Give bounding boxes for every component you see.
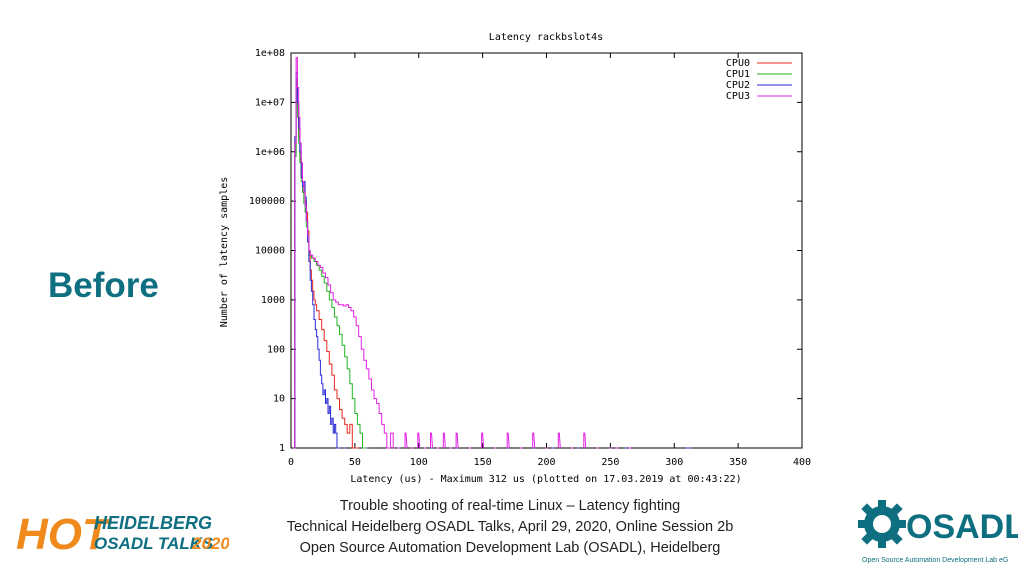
gear-icon xyxy=(858,500,906,548)
legend-label-cpu2: CPU2 xyxy=(726,80,750,91)
y-tick-label: 1e+06 xyxy=(255,147,285,158)
footer-line-2: Technical Heidelberg OSADL Talks, April … xyxy=(286,519,734,535)
x-tick-label: 400 xyxy=(793,457,811,468)
x-tick-label: 300 xyxy=(665,457,683,468)
x-tick-label: 0 xyxy=(288,457,294,468)
hot-line-2b: 2020 xyxy=(191,534,229,553)
hot-line-1: HEIDELBERG xyxy=(94,513,212,533)
plot-border xyxy=(290,52,803,449)
y-tick-label: 1 xyxy=(279,443,285,454)
y-tick-label: 100000 xyxy=(249,196,285,207)
y-tick-label: 1e+08 xyxy=(255,48,285,59)
osadl-logo: OSADL Open Source Automation Development… xyxy=(858,500,1018,564)
plot-area xyxy=(290,52,803,449)
y-tick-label: 1e+07 xyxy=(255,97,285,108)
legend-label-cpu3: CPU3 xyxy=(726,91,750,102)
x-tick-label: 100 xyxy=(410,457,428,468)
series-layer xyxy=(293,57,692,449)
series-line-cpu1 xyxy=(293,78,367,449)
hot-line-2a: OSADL TALKS xyxy=(94,534,214,553)
hot-big-text: HOT xyxy=(16,510,112,559)
slide-footer: Trouble shooting of real-time Linux – La… xyxy=(250,496,770,559)
y-tick-label: 10 xyxy=(273,394,285,405)
slide-side-label: Before xyxy=(48,266,159,305)
series-line-cpu0 xyxy=(293,78,359,449)
hot-talks-logo: HOT HEIDELBERG OSADL TALKS 2020 xyxy=(16,510,229,559)
footer-line-1: Trouble shooting of real-time Linux – La… xyxy=(339,498,681,514)
chart-title: Latency rackbslot4s xyxy=(489,32,603,43)
x-tick-label: 50 xyxy=(349,457,361,468)
series-line-cpu2 xyxy=(293,72,692,449)
y-tick-label: 100 xyxy=(267,344,285,355)
x-tick-label: 150 xyxy=(474,457,492,468)
series-line-cpu3 xyxy=(293,57,631,449)
osadl-tagline: Open Source Automation Development Lab e… xyxy=(862,557,1008,564)
y-tick-label: 1000 xyxy=(261,295,285,306)
y-tick-label: 10000 xyxy=(255,246,285,257)
legend-label-cpu0: CPU0 xyxy=(726,58,750,69)
x-tick-label: 350 xyxy=(729,457,747,468)
axis-ticks: 0 50 100 150 200 250 300 350 400 1 10 100 1000 10000 1… xyxy=(249,48,811,468)
y-axis-label: Number of latency samples xyxy=(219,177,230,328)
x-axis-label: Latency (us) - Maximum 312 us (plotted o… xyxy=(350,474,741,485)
footer-line-3: Open Source Automation Development Lab (… xyxy=(299,540,721,556)
x-tick-label: 250 xyxy=(601,457,619,468)
osadl-wordmark: OSADL xyxy=(906,508,1018,546)
x-tick-label: 200 xyxy=(537,457,555,468)
legend-label-cpu1: CPU1 xyxy=(726,69,750,80)
hot-wordmark: HOT xyxy=(16,510,112,559)
